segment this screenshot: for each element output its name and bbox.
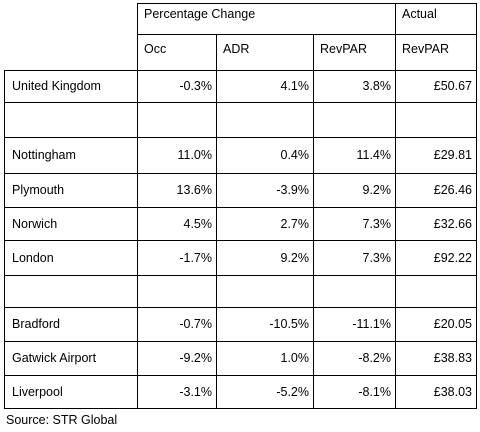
row-label: Gatwick Airport — [12, 351, 97, 365]
cell-adr: -3.9% — [276, 183, 309, 197]
cell-adr: 1.0% — [280, 351, 310, 365]
cell-actual: £20.05 — [433, 317, 472, 331]
column-header-adr: ADR — [223, 42, 250, 56]
row-label: London — [12, 251, 54, 265]
cell-revpar: 7.3% — [362, 217, 392, 231]
cell-revpar: 9.2% — [362, 183, 392, 197]
cell-actual: £38.83 — [433, 351, 472, 365]
cell-revpar: 7.3% — [362, 251, 392, 265]
data-table: Percentage Change Actual Occ ADR RevPAR … — [4, 3, 477, 409]
cell-adr: 0.4% — [280, 148, 310, 162]
column-header-occ: Occ — [144, 42, 167, 56]
cell-actual: £92.22 — [433, 251, 472, 265]
cell-revpar: -8.1% — [358, 385, 391, 399]
column-header-actual-revpar: RevPAR — [402, 42, 450, 56]
cell-revpar: -8.2% — [358, 351, 391, 365]
cell-adr: -10.5% — [269, 317, 309, 331]
cell-actual: £38.03 — [433, 385, 472, 399]
cell-actual: £32.66 — [433, 217, 472, 231]
cell-actual: £26.46 — [433, 183, 472, 197]
cell-occ: 4.5% — [183, 217, 213, 231]
column-header-revpar: RevPAR — [320, 42, 368, 56]
row-label: Nottingham — [12, 148, 76, 162]
row-label: Norwich — [12, 217, 58, 231]
cell-occ: -0.7% — [179, 317, 212, 331]
cell-occ: -0.3% — [179, 79, 212, 93]
header-percentage-change: Percentage Change — [144, 7, 256, 21]
cell-adr: -5.2% — [276, 385, 309, 399]
cell-occ: 11.0% — [177, 148, 212, 162]
cell-actual: £50.67 — [433, 79, 472, 93]
cell-occ: -9.2% — [179, 351, 212, 365]
cell-revpar: 3.8% — [362, 79, 392, 93]
cell-occ: -3.1% — [179, 385, 212, 399]
cell-revpar: 11.4% — [356, 148, 391, 162]
table-grid-lines — [4, 3, 477, 409]
row-label: Plymouth — [12, 183, 65, 197]
header-actual: Actual — [402, 7, 437, 21]
row-label: United Kingdom — [12, 79, 101, 93]
cell-occ: -1.7% — [179, 251, 212, 265]
cell-adr: 2.7% — [280, 217, 310, 231]
cell-actual: £29.81 — [433, 148, 472, 162]
cell-occ: 13.6% — [176, 183, 212, 197]
source-note: Source: STR Global — [6, 413, 118, 427]
cell-adr: 4.1% — [280, 79, 310, 93]
cell-adr: 9.2% — [280, 251, 310, 265]
row-label: Liverpool — [12, 385, 63, 399]
row-label: Bradford — [12, 317, 60, 331]
cell-revpar: -11.1% — [352, 317, 391, 331]
